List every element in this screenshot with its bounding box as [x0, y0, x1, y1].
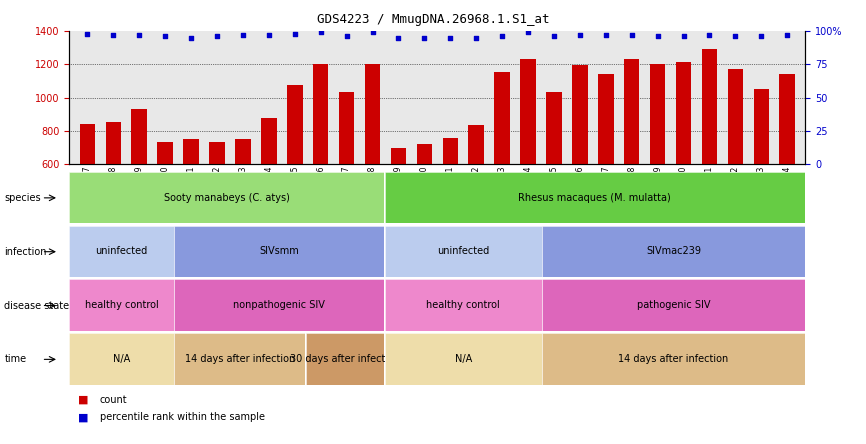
Bar — [158, 142, 173, 264]
Bar — [132, 109, 147, 264]
Point — [107, 32, 120, 39]
Bar — [753, 89, 769, 264]
Point — [236, 32, 250, 39]
Bar — [701, 49, 717, 264]
Bar — [80, 124, 95, 264]
Point — [599, 32, 613, 39]
Point — [573, 32, 587, 39]
Bar — [443, 138, 458, 264]
Bar — [650, 64, 665, 264]
Bar — [391, 148, 406, 264]
Point — [132, 32, 146, 39]
Text: 14 days after infection: 14 days after infection — [184, 354, 294, 364]
Text: healthy control: healthy control — [426, 300, 500, 310]
Bar — [779, 74, 795, 264]
Text: 30 days after infection: 30 days after infection — [290, 354, 400, 364]
Bar — [210, 142, 225, 264]
Text: infection: infection — [4, 247, 47, 257]
Text: species: species — [4, 193, 41, 203]
Text: pathogenic SIV: pathogenic SIV — [637, 300, 710, 310]
Text: count: count — [100, 395, 127, 404]
Text: GDS4223 / MmugDNA.26968.1.S1_at: GDS4223 / MmugDNA.26968.1.S1_at — [317, 13, 549, 26]
Point — [262, 32, 275, 39]
Point — [650, 33, 664, 40]
Bar — [546, 92, 562, 264]
Text: 14 days after infection: 14 days after infection — [618, 354, 728, 364]
Bar — [106, 122, 121, 264]
Point — [288, 30, 301, 37]
Bar — [287, 85, 302, 264]
Text: ■: ■ — [78, 412, 88, 422]
Point — [624, 32, 638, 39]
Text: N/A: N/A — [113, 354, 130, 364]
Point — [728, 33, 742, 40]
Point — [365, 29, 379, 36]
Point — [158, 33, 172, 40]
Point — [780, 32, 794, 39]
Text: uninfected: uninfected — [95, 246, 147, 257]
Text: nonpathogenic SIV: nonpathogenic SIV — [233, 300, 325, 310]
Text: time: time — [4, 354, 27, 365]
Text: percentile rank within the sample: percentile rank within the sample — [100, 412, 265, 422]
Point — [495, 33, 509, 40]
Point — [81, 30, 94, 37]
Bar — [261, 118, 276, 264]
Point — [313, 29, 327, 36]
Bar — [727, 68, 743, 264]
Bar — [598, 74, 614, 264]
Text: Sooty manabeys (C. atys): Sooty manabeys (C. atys) — [164, 193, 289, 202]
Bar — [572, 65, 588, 264]
Point — [417, 34, 431, 41]
Point — [702, 32, 716, 39]
Text: disease state: disease state — [4, 301, 69, 310]
Bar — [184, 139, 199, 264]
Bar — [624, 59, 639, 264]
Bar — [469, 125, 484, 264]
Point — [754, 33, 768, 40]
Bar — [365, 64, 380, 264]
Text: SIVsmm: SIVsmm — [259, 246, 299, 257]
Text: healthy control: healthy control — [85, 300, 158, 310]
Bar — [236, 139, 251, 264]
Bar — [339, 92, 354, 264]
Point — [443, 34, 457, 41]
Text: ■: ■ — [78, 395, 88, 404]
Text: Rhesus macaques (M. mulatta): Rhesus macaques (M. mulatta) — [518, 193, 671, 202]
Text: uninfected: uninfected — [437, 246, 489, 257]
Bar — [494, 72, 510, 264]
Point — [391, 34, 405, 41]
Text: SIVmac239: SIVmac239 — [646, 246, 701, 257]
Bar — [417, 144, 432, 264]
Point — [547, 33, 561, 40]
Point — [676, 33, 690, 40]
Point — [469, 34, 483, 41]
Point — [184, 34, 198, 41]
Point — [210, 33, 224, 40]
Point — [339, 33, 353, 40]
Bar — [520, 59, 536, 264]
Text: N/A: N/A — [455, 354, 472, 364]
Point — [521, 29, 535, 36]
Bar — [675, 62, 691, 264]
Bar — [313, 64, 328, 264]
